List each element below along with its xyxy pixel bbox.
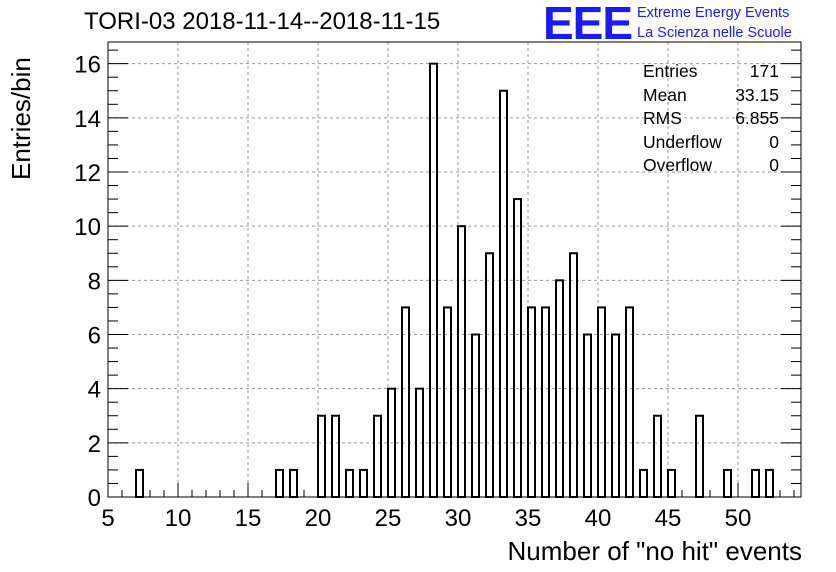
y-tick-label: 16	[74, 52, 101, 79]
histogram-bar	[583, 333, 592, 498]
histogram-bar	[345, 468, 354, 498]
histogram-bar	[373, 414, 382, 498]
x-tick-label: 45	[655, 505, 682, 532]
x-tick-label: 15	[235, 505, 262, 532]
histogram-bar	[639, 468, 648, 498]
x-tick-label: 50	[725, 505, 752, 532]
x-tick-label: 20	[305, 505, 332, 532]
y-tick-label: 0	[88, 485, 101, 512]
x-tick-label: 10	[165, 505, 192, 532]
histogram-bar	[135, 468, 144, 498]
histogram-bar	[471, 333, 480, 498]
y-tick-label: 10	[74, 214, 101, 241]
stats-value: 171	[749, 61, 779, 81]
histogram-bar	[527, 306, 536, 498]
histogram-bar	[443, 306, 452, 498]
chart-title: TORI-03 2018-11-14--2018-11-15	[84, 8, 441, 35]
y-tick-label: 2	[88, 431, 101, 458]
histogram-bar	[457, 225, 466, 499]
stats-value: 6.855	[735, 108, 779, 128]
histogram-bar	[275, 468, 284, 498]
histogram-bar	[597, 306, 606, 498]
histogram-bar	[653, 414, 662, 498]
histogram-bar	[485, 252, 494, 498]
x-tick-label: 35	[515, 505, 542, 532]
histogram-bar	[611, 333, 620, 498]
logo-caption: Extreme Energy Events La Scienza nelle S…	[637, 3, 792, 43]
histogram-bar	[401, 306, 410, 498]
histogram-bar	[359, 468, 368, 498]
histogram-bar	[695, 414, 704, 498]
stats-label: Entries	[643, 61, 698, 81]
plot-frame	[107, 41, 802, 498]
stats-row-mean: Mean 33.15	[643, 84, 779, 108]
x-axis-label: Number of "no hit" events	[507, 536, 803, 566]
stats-label: Overflow	[643, 155, 713, 175]
histogram-bar	[289, 468, 298, 498]
histogram-bar	[625, 306, 634, 498]
histogram-bar	[667, 468, 676, 498]
stats-value: 33.15	[735, 84, 779, 105]
stats-label: Mean	[643, 84, 687, 105]
logo-caption-line2: La Scienza nelle Scuole	[637, 25, 792, 41]
y-tick-label: 6	[88, 323, 101, 350]
x-tick-label: 40	[585, 505, 612, 532]
x-tick-label: 25	[375, 505, 402, 532]
histogram-bar	[723, 468, 732, 498]
histogram-bar	[499, 89, 508, 498]
stats-row-underflow: Underflow 0	[643, 131, 779, 155]
histogram-bar	[513, 198, 522, 498]
y-tick-label: 4	[88, 377, 101, 404]
histogram-bar	[541, 306, 550, 498]
y-tick-label: 14	[74, 106, 101, 133]
x-tick-label: 30	[445, 505, 472, 532]
histogram-bar	[317, 414, 326, 498]
histogram-bar	[569, 252, 578, 498]
histogram-bar	[765, 468, 774, 498]
stats-row-entries: Entries 171	[643, 60, 779, 84]
y-tick-label: 12	[74, 160, 101, 187]
logo-caption-line1: Extreme Energy Events	[637, 5, 790, 21]
x-tick-label: 5	[101, 505, 114, 532]
eee-logo: EEE	[543, 0, 633, 49]
stats-value: 0	[769, 155, 779, 175]
y-tick-label: 8	[88, 268, 101, 295]
histogram-bar	[751, 468, 760, 498]
histogram-bar	[331, 414, 340, 498]
stats-box: Entries 171 Mean 33.15 RMS 6.855 Underflow 0…	[643, 60, 779, 178]
stats-value: 0	[769, 131, 779, 152]
stats-label: Underflow	[643, 131, 722, 152]
stats-label: RMS	[643, 108, 682, 128]
stats-row-rms: RMS 6.855	[643, 107, 779, 131]
stats-row-overflow: Overflow 0	[643, 154, 779, 178]
